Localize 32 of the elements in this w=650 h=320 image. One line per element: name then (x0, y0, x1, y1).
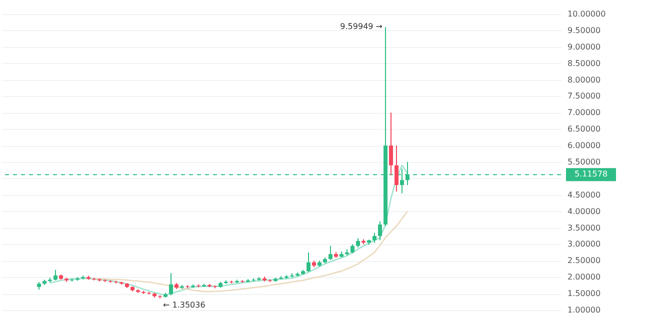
candlestick (328, 245, 332, 261)
y-tick-label: 4.50000 (568, 190, 601, 200)
y-tick-label: 8.50000 (568, 58, 601, 68)
y-tick-label: 2.00000 (568, 272, 601, 282)
y-tick-label: 7.50000 (568, 92, 601, 101)
y-tick-label: 7.00000 (568, 108, 601, 118)
ref-line-label: 5.11578 (574, 170, 608, 179)
y-tick-label: 6.50000 (568, 124, 601, 134)
y-tick-label: 1.00000 (568, 306, 601, 314)
candlestick (54, 269, 58, 281)
line-series (49, 164, 408, 296)
y-tick-label: 9.00000 (568, 42, 601, 52)
candlestick (350, 244, 354, 254)
candlestick (356, 238, 360, 248)
candlestick (372, 232, 376, 244)
candlestick (378, 220, 382, 241)
candlestick (306, 252, 310, 273)
candlestick (394, 145, 398, 192)
y-tick-label: 6.00000 (568, 141, 601, 150)
y-tick-label: 3.50000 (568, 223, 601, 232)
y-tick-label: 2.50000 (568, 256, 601, 266)
y-tick-label: 1.50000 (568, 289, 601, 298)
y-tick-label: 10.00000 (568, 10, 606, 18)
y-tick-label: 5.50000 (568, 158, 601, 166)
y-tick-label: 3.00000 (568, 240, 601, 249)
candlestick (389, 112, 393, 176)
annotation: 9.59949 → (340, 22, 383, 32)
candlestick (169, 272, 173, 296)
y-tick-label: 9.50000 (568, 26, 601, 35)
y-tick-label: 4.00000 (568, 206, 601, 216)
annotation: ← 1.35036 (163, 300, 206, 310)
y-tick-label: 8.00000 (568, 75, 601, 84)
